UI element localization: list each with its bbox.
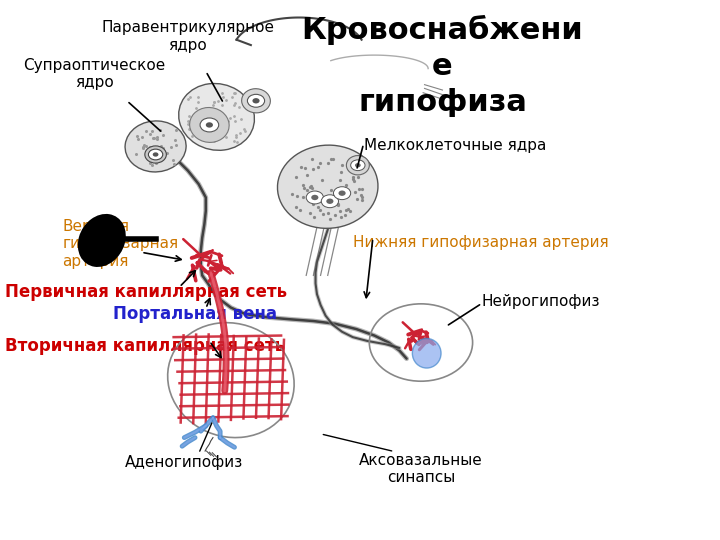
Text: Кровоснабжени
е
гипофиза: Кровоснабжени е гипофиза xyxy=(302,15,583,117)
Circle shape xyxy=(306,191,323,204)
Ellipse shape xyxy=(145,146,166,163)
Text: Аденогипофиз: Аденогипофиз xyxy=(125,455,243,470)
Circle shape xyxy=(148,149,163,160)
Text: Супраоптическое
ядро: Супраоптическое ядро xyxy=(24,58,166,90)
Text: Нижняя гипофизарная артерия: Нижняя гипофизарная артерия xyxy=(353,235,608,250)
Text: Портальная вена: Портальная вена xyxy=(112,305,276,323)
Text: Паравентрикулярное
ядро: Паравентрикулярное ядро xyxy=(102,20,274,52)
Ellipse shape xyxy=(277,145,378,228)
Ellipse shape xyxy=(78,214,126,267)
Circle shape xyxy=(326,199,333,204)
Text: Вторичная капиллярная сеть: Вторичная капиллярная сеть xyxy=(5,337,285,355)
Text: Аксовазальные
синапсы: Аксовазальные синапсы xyxy=(359,453,483,485)
Text: Верхняя
гипофизарная
артерия: Верхняя гипофизарная артерия xyxy=(63,219,179,269)
Circle shape xyxy=(206,122,213,127)
Circle shape xyxy=(153,152,158,157)
Ellipse shape xyxy=(125,121,186,172)
Text: Нейрогипофиз: Нейрогипофиз xyxy=(482,294,600,309)
Text: Мелкоклеточные ядра: Мелкоклеточные ядра xyxy=(364,138,546,153)
Circle shape xyxy=(333,187,351,200)
Ellipse shape xyxy=(346,156,369,175)
Circle shape xyxy=(355,163,361,167)
Ellipse shape xyxy=(189,107,229,143)
Circle shape xyxy=(338,191,346,196)
Circle shape xyxy=(311,195,318,200)
Circle shape xyxy=(321,195,338,208)
Circle shape xyxy=(253,98,260,104)
Circle shape xyxy=(351,160,365,171)
Ellipse shape xyxy=(179,84,254,150)
Ellipse shape xyxy=(413,339,441,368)
Circle shape xyxy=(200,118,219,132)
Text: Первичная капиллярная сеть: Первичная капиллярная сеть xyxy=(5,284,287,301)
Circle shape xyxy=(248,94,265,107)
Ellipse shape xyxy=(242,89,271,113)
